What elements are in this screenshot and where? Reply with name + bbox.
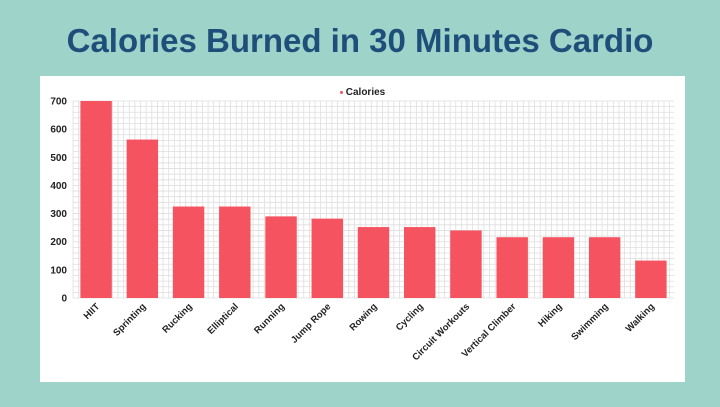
bar [311,218,343,298]
bar [80,101,112,298]
bar [635,260,667,298]
bar [542,237,575,298]
y-tick-label: 300 [50,209,67,220]
x-tick-label: Rucking [160,301,194,335]
bar [172,206,205,298]
x-tick-label: Sprinting [111,301,148,338]
y-tick-label: 200 [50,237,67,248]
y-tick-label: 700 [50,97,67,108]
y-tick-label: 100 [50,265,67,276]
bar [496,237,528,298]
x-tick-label: Swimming [569,301,611,343]
y-tick-label: 400 [50,181,67,192]
x-tick-label: Hiking [536,301,564,329]
bar [126,139,159,298]
x-tick-label: HIIT [82,301,103,322]
bar [450,230,482,298]
chart-panel: Calories 0 100 200 300 400 500 600 700 HIIT Sprin… [40,76,685,382]
bar [588,237,621,298]
bar [404,227,436,298]
legend-marker [339,90,343,94]
x-tick-label: Elliptical [206,301,241,336]
bar [357,227,390,298]
legend: Calories [40,87,685,98]
y-tick-label: 600 [50,125,67,136]
x-tick-label: Jump Rope [289,301,333,345]
x-tick-label: Rowing [348,301,380,333]
legend-label: Calories [345,87,386,98]
x-tick-label: Running [252,301,287,336]
x-tick-label: Walking [624,301,657,334]
bar [219,206,251,298]
x-tick-label: Cycling [394,301,426,333]
y-tick-label: 0 [61,294,67,305]
bar-chart: 0 100 200 300 400 500 600 700 HIIT Sprinting Rucki… [50,97,674,363]
chart-title: Calories Burned in 30 Minutes Cardio [66,22,654,59]
y-tick-label: 500 [50,153,67,164]
bar [265,216,297,298]
